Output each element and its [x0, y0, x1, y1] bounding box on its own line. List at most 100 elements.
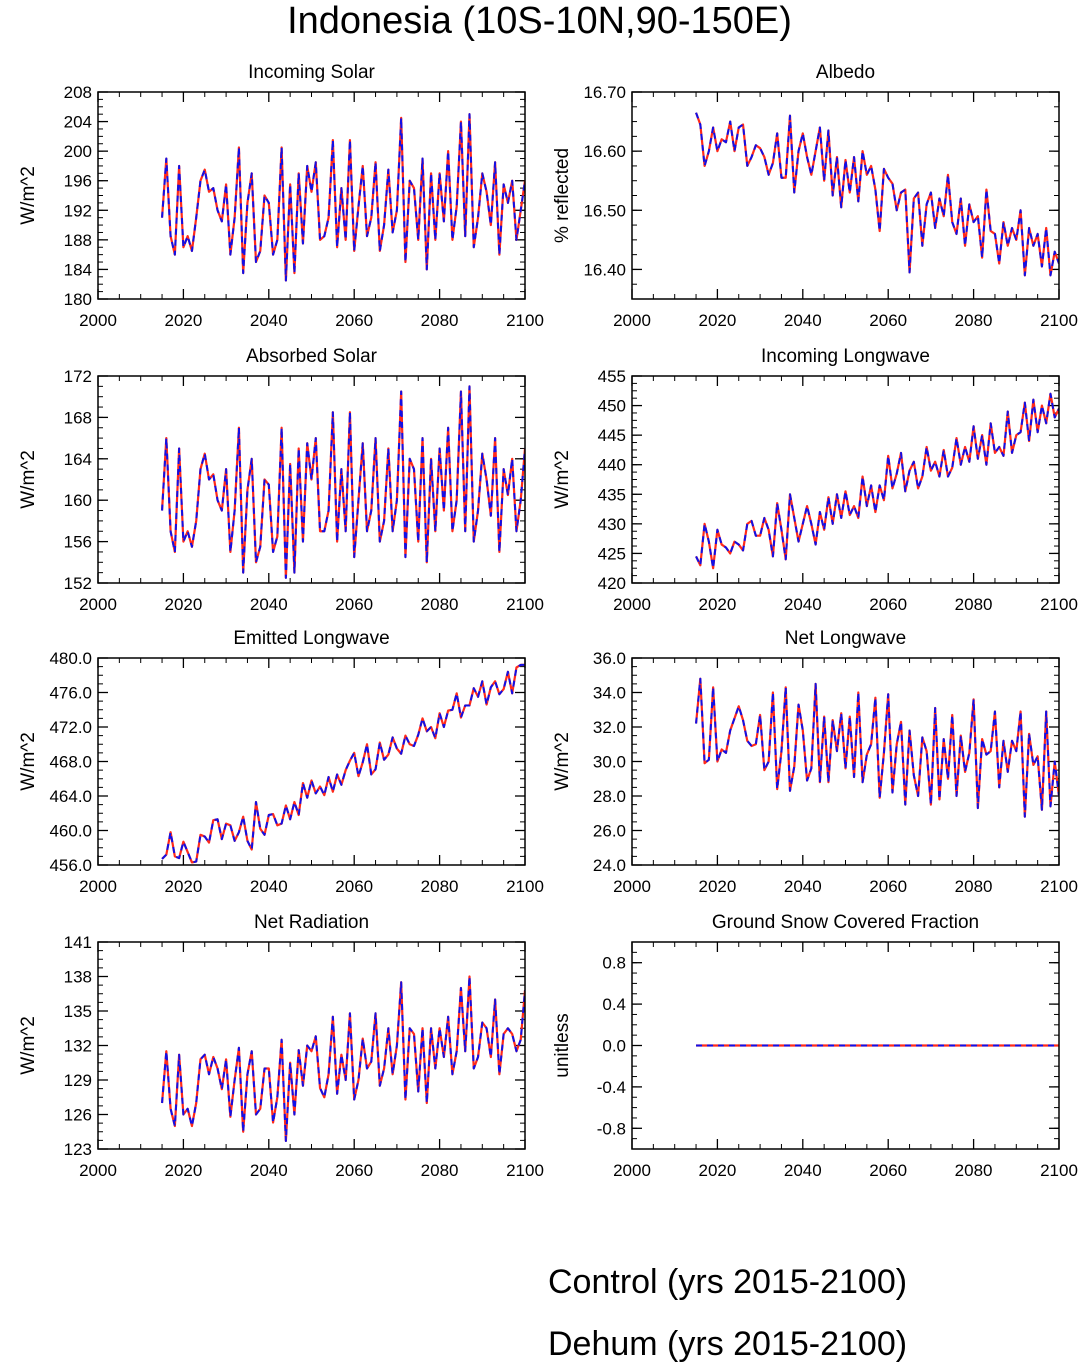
x-tick-label: 2100 — [1040, 1161, 1078, 1180]
y-tick-label: 26.0 — [593, 822, 626, 841]
legend: Control (yrs 2015-2100) Dehum (yrs 2015-… — [0, 1240, 1079, 1366]
y-tick-label: 135 — [64, 1002, 92, 1021]
y-tick-label: 464.0 — [49, 787, 92, 806]
y-tick-label: 192 — [64, 201, 92, 220]
x-tick-label: 2000 — [613, 877, 651, 896]
legend-item-dehum: Dehum (yrs 2015-2100) — [160, 1320, 1060, 1370]
x-tick-label: 2100 — [506, 877, 544, 896]
y-tick-label: 16.50 — [583, 201, 626, 220]
y-tick-label: 36.0 — [593, 649, 626, 668]
x-tick-label: 2040 — [250, 595, 288, 614]
y-tick-label: 204 — [64, 113, 92, 132]
x-tick-label: 2000 — [613, 1161, 651, 1180]
x-tick-label: 2060 — [335, 877, 373, 896]
y-tick-label: 156 — [64, 533, 92, 552]
y-tick-label: 132 — [64, 1037, 92, 1056]
series-line-control — [161, 385, 525, 579]
y-axis-label: W/m^2 — [18, 450, 39, 509]
plot-frame — [631, 375, 1060, 584]
x-tick-label: 2000 — [79, 877, 117, 896]
series-line-control — [161, 663, 525, 864]
series-line-control — [695, 112, 1059, 277]
y-axis-label: W/m^2 — [18, 1016, 39, 1075]
y-axis-label: W/m^2 — [18, 166, 39, 225]
y-tick-label: -0.8 — [597, 1119, 626, 1138]
y-axis-label: W/m^2 — [552, 732, 573, 791]
y-tick-label: 164 — [64, 450, 92, 469]
y-tick-label: 472.0 — [49, 718, 92, 737]
x-tick-label: 2020 — [164, 877, 202, 896]
y-tick-label: 32.0 — [593, 718, 626, 737]
x-tick-label: 2040 — [784, 311, 822, 330]
y-tick-label: 188 — [64, 231, 92, 250]
y-tick-label: 30.0 — [593, 753, 626, 772]
y-tick-label: 24.0 — [593, 856, 626, 875]
x-tick-label: 2100 — [506, 311, 544, 330]
series-line-dehum — [161, 663, 525, 864]
panel-title: Ground Snow Covered Fraction — [712, 912, 979, 933]
x-tick-label: 2040 — [784, 1161, 822, 1180]
plot-frame — [97, 375, 526, 584]
y-tick-label: 440 — [598, 456, 626, 475]
panel-absorbed-solar: Absorbed Solar W/m^2 152 156 160 164 168 172 200… — [18, 346, 544, 614]
y-tick-label: 0.4 — [602, 995, 626, 1014]
y-tick-label: 480.0 — [49, 649, 92, 668]
x-tick-label: 2060 — [869, 311, 907, 330]
plot-frame — [631, 91, 1060, 300]
x-tick-label: 2080 — [421, 877, 459, 896]
y-tick-label: 430 — [598, 515, 626, 534]
y-tick-label: 450 — [598, 397, 626, 416]
x-tick-label: 2020 — [164, 595, 202, 614]
panel-title: Net Radiation — [254, 912, 369, 933]
x-tick-label: 2080 — [421, 1161, 459, 1180]
y-tick-label: 126 — [64, 1106, 92, 1125]
x-tick-label: 2040 — [250, 311, 288, 330]
x-tick-label: 2080 — [955, 595, 993, 614]
y-axis-label: W/m^2 — [18, 732, 39, 791]
y-tick-label: 16.40 — [583, 260, 626, 279]
x-tick-label: 2100 — [1040, 595, 1078, 614]
series-line-dehum — [695, 112, 1059, 277]
x-tick-label: 2000 — [613, 595, 651, 614]
y-tick-label: 34.0 — [593, 684, 626, 703]
y-tick-label: 123 — [64, 1140, 92, 1159]
x-tick-label: 2020 — [698, 595, 736, 614]
x-tick-label: 2100 — [506, 1161, 544, 1180]
x-tick-label: 2020 — [164, 1161, 202, 1180]
x-tick-label: 2080 — [421, 311, 459, 330]
y-tick-label: 138 — [64, 968, 92, 987]
x-tick-label: 2080 — [955, 877, 993, 896]
y-tick-label: 476.0 — [49, 684, 92, 703]
panel-incoming-longwave: Incoming Longwave W/m^2 420 425 430 435 440 445… — [552, 346, 1078, 614]
panel-incoming-solar: Incoming Solar W/m^2 180 184 188 192 196 200 204… — [18, 62, 544, 330]
y-tick-label: 208 — [64, 83, 92, 102]
panel-albedo: Albedo % reflected 16.40 16.50 16.60 16.70 200… — [552, 62, 1078, 330]
x-tick-label: 2100 — [506, 595, 544, 614]
x-tick-label: 2020 — [164, 311, 202, 330]
legend-label-dehum: Dehum (yrs 2015-2100) — [548, 1325, 908, 1363]
series-line-control — [695, 392, 1059, 570]
x-tick-label: 2060 — [335, 1161, 373, 1180]
y-tick-label: 180 — [64, 290, 92, 309]
y-tick-label: 16.60 — [583, 142, 626, 161]
series-line-control — [161, 113, 525, 282]
x-tick-label: 2040 — [784, 877, 822, 896]
y-axis-label: % reflected — [552, 148, 573, 243]
y-tick-label: 184 — [64, 260, 92, 279]
panel-emitted-longwave: Emitted Longwave W/m^2 456.0 460.0 464.0 468.… — [18, 628, 544, 896]
x-tick-label: 2020 — [698, 877, 736, 896]
x-tick-label: 2000 — [79, 595, 117, 614]
y-tick-label: 435 — [598, 485, 626, 504]
panel-title: Absorbed Solar — [246, 346, 378, 367]
y-tick-label: 425 — [598, 544, 626, 563]
plot-frame — [97, 91, 526, 300]
series-line-control — [695, 677, 1059, 818]
y-tick-label: 16.70 — [583, 83, 626, 102]
y-tick-label: 0.8 — [602, 954, 626, 973]
plot-frame — [97, 657, 526, 866]
y-tick-label: 28.0 — [593, 787, 626, 806]
panel-net-radiation: Net Radiation W/m^2 123 126 129 132 135 138 141 2… — [18, 912, 544, 1180]
y-tick-label: 160 — [64, 491, 92, 510]
y-tick-label: 0.0 — [602, 1037, 626, 1056]
